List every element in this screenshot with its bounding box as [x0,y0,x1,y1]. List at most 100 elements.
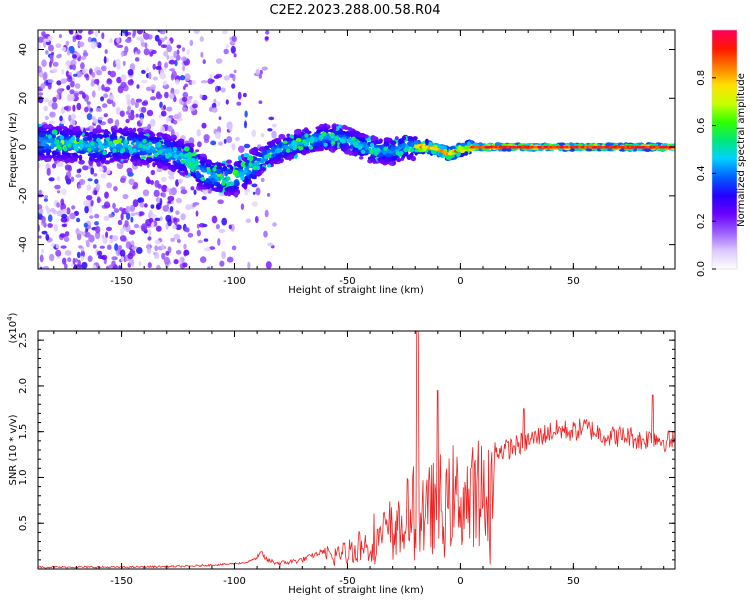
spectrogram-cell [47,214,53,222]
spectrogram-cell [152,63,156,70]
spectrogram-cell [236,162,243,168]
spectrogram-cell [139,117,144,124]
spectrogram-cell [398,139,405,144]
spectrogram-cell [69,212,76,220]
spectrogram-blob [369,142,375,148]
spectrogram-cell [85,127,90,131]
spectrogram-blob [194,160,199,165]
spectrogram-cell [174,79,180,85]
spectrogram-cell [143,203,148,208]
colorbar-tick-label: 0.4 [696,165,707,181]
spectrogram-cell [103,215,110,221]
spectrogram-cell [211,102,217,109]
spectrogram-cell [144,42,148,49]
spectrogram-cell [130,240,135,246]
spectrogram-cell [662,143,668,147]
spectrogram-cell [93,78,100,85]
spectrogram-cell [168,175,175,180]
spectrogram-cell [198,223,206,228]
y-tick-label: 1.0 [18,470,29,486]
spectrogram-blob [179,152,184,157]
spectrogram-cell [112,101,116,108]
spectrogram-cell [390,156,398,161]
spectrogram-cell [228,124,233,132]
spectrogram-cell [177,178,183,184]
spectrogram-blob [330,140,336,145]
spectrogram-cell [271,146,276,153]
spectrogram-cell [116,76,122,84]
spectrogram-cell [148,71,152,80]
spectrogram-cell [130,112,135,120]
spectrogram-cell [244,120,247,129]
spectrogram-blob [330,133,335,138]
spectrogram-blob [47,134,52,139]
spectrogram-cell [251,149,255,155]
snr-xlabel: Height of straight line (km) [288,585,424,596]
spectrogram-blob [403,147,408,153]
spectrogram-cell [379,159,386,164]
spectrogram-cell [52,126,56,130]
spectrogram-cell [275,148,283,152]
spectrogram-cell [96,161,101,167]
spectrogram-cell [295,128,300,135]
spectrogram-cell [47,79,54,84]
spectrogram-cell [66,128,72,135]
spectrogram-cell [82,68,88,75]
spectrogram-cell [66,207,71,215]
spectrogram-cell [95,183,101,191]
spectrogram-cell [159,30,166,35]
spectrogram-cell [506,148,512,152]
spectrogram-cell [394,136,399,141]
spectrogram-blob [248,162,253,167]
spectrogram-cell [100,96,105,102]
spectrogram-cell [154,217,161,221]
spectrogram-cell [165,157,169,164]
spectrogram-cell [94,30,98,38]
spectrogram-cell [384,157,388,163]
spectrogram-cell [67,257,72,263]
spectrogram-cell [173,233,181,240]
spectrogram-cell [219,163,226,167]
spectrogram-cell [120,74,127,82]
spectrogram-cell [501,148,508,152]
spectrogram-cell [140,156,147,160]
spectrogram-cell [176,49,180,55]
spectrogram-cell [56,210,63,217]
spectrogram-cell [129,258,135,265]
spectrogram-cell [110,158,115,163]
spectrogram-blob [132,148,137,153]
spectrogram-cell [39,136,44,143]
spectrogram-cell [134,57,140,62]
spectrogram-cell [61,46,67,52]
spectrogram-cell [125,93,131,100]
spectrogram-cell [43,98,49,103]
spectrogram-cell [173,113,180,120]
spectrogram-cell [51,243,55,247]
spectrogram-cell [87,30,92,35]
spectrogram-cell [175,210,180,215]
spectrogram-cell [265,261,272,269]
spectrogram-blob [321,131,326,137]
spectrogram-cell [182,65,186,72]
spectrogram-cell [632,148,637,152]
spectrogram-cell [125,205,131,213]
spectrogram-cell [103,56,107,64]
spectrogram-cell [89,215,94,219]
spectrogram-blob [222,179,227,184]
spectrogram-cell [164,91,169,99]
spectrogram-cell [234,180,240,187]
spectrogram-cell [120,51,124,58]
spectrogram-cell [56,190,61,194]
spectrogram-cell [38,204,43,211]
spectrogram-blob [90,141,95,146]
spectrogram-cell [103,141,110,147]
spectrogram-cell [244,110,248,118]
spectrogram-cell [56,80,62,86]
spectrogram-cell [38,132,46,138]
spectrogram-cell [182,47,185,52]
spectrogram-cell [267,192,271,197]
spectrogram-cell [78,159,85,165]
spectrogram-cell [64,250,72,256]
spectrogram-cell [76,137,80,143]
spectrogram-blob [79,143,85,149]
